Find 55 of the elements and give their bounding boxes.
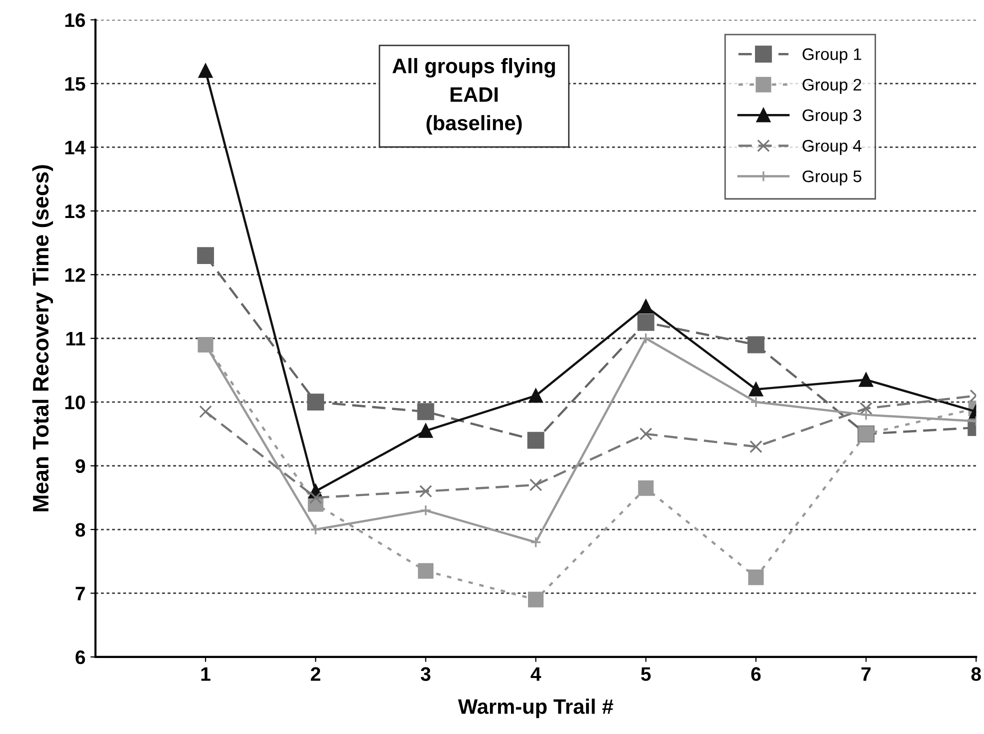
point (197, 247, 214, 264)
point (750, 440, 762, 454)
point (747, 336, 764, 354)
x-tick-label: 4 (530, 667, 542, 681)
point (198, 64, 213, 78)
point (528, 388, 543, 403)
point (750, 396, 762, 408)
point (748, 570, 764, 586)
point (637, 314, 654, 331)
y-tick-label: 16 (65, 13, 86, 28)
y-tick-label: 11 (66, 332, 86, 346)
point (640, 332, 652, 344)
annotation: All groups flying EADI (baseline) (392, 58, 555, 135)
point (418, 424, 433, 438)
point (638, 299, 653, 314)
point (638, 480, 654, 496)
legend-label: Group 5 (802, 170, 862, 186)
point (639, 428, 652, 440)
x-tick-label: 2 (310, 667, 320, 681)
y-tick-label: 7 (76, 586, 85, 600)
x-tick-label: 5 (641, 667, 651, 681)
y-tick-label: 9 (76, 459, 86, 474)
x-tick-label: 3 (420, 667, 430, 681)
point (417, 403, 434, 420)
y-tick-label: 8 (76, 522, 86, 537)
legend-label: Group 2 (802, 78, 862, 94)
legend-label: Group 4 (802, 140, 862, 155)
point (860, 402, 872, 415)
y-axis-title: Mean Total Recovery Time (secs) (32, 165, 53, 512)
point (530, 536, 542, 548)
y-tick-label: 6 (76, 650, 86, 664)
x-tick-label: 7 (861, 667, 871, 681)
x-axis-title: Warm-up Trail # (458, 698, 614, 718)
legend-label: Group 1 (802, 48, 862, 64)
point (199, 405, 212, 418)
point (527, 432, 544, 449)
x-tick-label: 6 (751, 667, 761, 681)
point (307, 394, 324, 411)
x-tick-label: 1 (201, 667, 210, 681)
y-tick-label: 10 (65, 396, 85, 410)
x-tick-label: 8 (971, 667, 981, 681)
y-tick-label: 12 (65, 268, 85, 282)
point (529, 478, 542, 492)
point (418, 563, 434, 579)
point (310, 524, 322, 536)
point (309, 491, 322, 504)
point (420, 504, 432, 516)
y-tick-label: 14 (65, 140, 86, 154)
point (528, 592, 544, 608)
point (748, 382, 764, 396)
point (419, 484, 432, 498)
point (858, 372, 874, 387)
legend-label: Group 3 (802, 109, 862, 124)
y-tick-label: 15 (65, 77, 86, 91)
y-tick-label: 13 (65, 204, 86, 218)
